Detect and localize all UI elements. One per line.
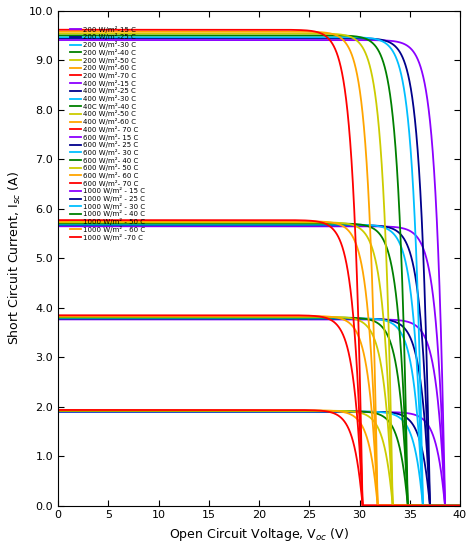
X-axis label: Open Circuit Voltage, V$_{oc}$ (V): Open Circuit Voltage, V$_{oc}$ (V) — [169, 526, 349, 543]
Legend: 200 W/m²-15 C, 200 W/m²-25 C, 200 W/m²-30 C, 200 W/m²-40 C, 200 W/m²-50 C, 200 W: 200 W/m²-15 C, 200 W/m²-25 C, 200 W/m²-3… — [70, 26, 145, 240]
Y-axis label: Short Circuit Current, I$_{sc}$ (A): Short Circuit Current, I$_{sc}$ (A) — [7, 171, 23, 345]
